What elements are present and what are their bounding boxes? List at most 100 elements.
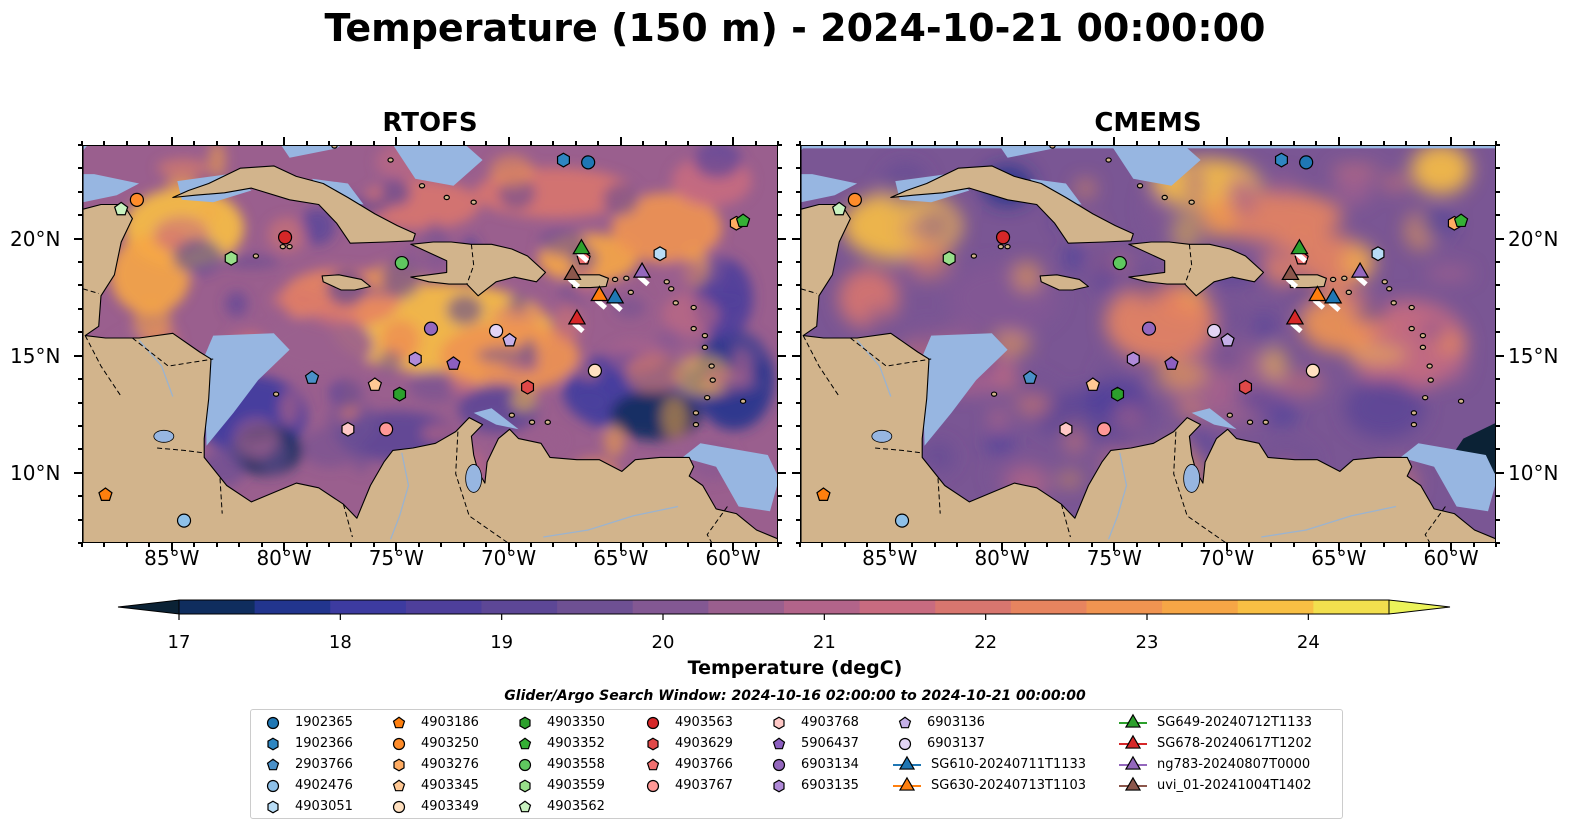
marker-4903629[interactable] [1239,379,1253,395]
marker-4903349[interactable] [587,363,602,378]
marker-4903629[interactable] [521,379,535,395]
marker-4902476[interactable] [176,513,192,528]
marker-4903350[interactable] [393,386,407,402]
marker-4903352[interactable] [1453,213,1469,228]
marker-1902366[interactable] [556,152,570,168]
marker-4903563[interactable] [277,230,293,245]
legend-item-4903186[interactable]: 4903186 [385,712,479,732]
legend-item-6903135[interactable]: 6903135 [765,775,859,795]
legend-item-ng783-20240807T0000[interactable]: ng783-20240807T0000 [1117,754,1310,774]
lon-tick-top [597,141,600,145]
legend-item-4903276[interactable]: 4903276 [385,754,479,774]
marker-5906437[interactable] [1164,356,1179,370]
marker-4903559[interactable] [224,250,238,266]
map-panel-rtofs[interactable] [82,145,778,543]
marker-SG630-20240713T1103[interactable] [1308,285,1327,302]
marker-6903134[interactable] [423,321,439,336]
marker-4903562[interactable] [831,201,847,216]
legend-item-4903352[interactable]: 4903352 [511,733,605,753]
legend-item-5906437[interactable]: 5906437 [765,733,859,753]
marker-4903768[interactable] [1059,421,1073,437]
marker-4903768[interactable] [341,421,355,437]
legend-item-4903345[interactable]: 4903345 [385,775,479,795]
marker-5906437[interactable] [446,356,461,370]
marker-ng783-20240807T0000[interactable] [632,261,652,278]
marker-ng783-20240807T0000[interactable] [1350,261,1370,278]
marker-4903349[interactable] [1305,363,1320,378]
marker-6903136[interactable] [1220,332,1235,347]
legend-item-4903562[interactable]: 4903562 [511,796,605,816]
marker-uvi_01-20241004T1402[interactable] [1281,264,1300,281]
marker-6903137[interactable] [1207,323,1222,339]
legend-item-4903051[interactable]: 4903051 [259,796,353,816]
lon-tick-bottom [1472,543,1475,547]
legend-item-4903629[interactable]: 4903629 [639,733,733,753]
legend-item-4902476[interactable]: 4902476 [259,775,353,795]
marker-4903563[interactable] [995,230,1011,245]
marker-4903767[interactable] [378,422,394,437]
marker-4903051[interactable] [1371,246,1385,262]
marker-4903250[interactable] [129,192,144,207]
legend-item-SG678-20240617T1202[interactable]: SG678-20240617T1202 [1117,733,1312,753]
legend-item-6903136[interactable]: 6903136 [891,712,985,732]
legend-item-4903349[interactable]: 4903349 [385,796,479,816]
marker-6903134[interactable] [1141,321,1157,336]
lat-tick-left [796,214,800,217]
legend-item-SG610-20240711T1133[interactable]: SG610-20240711T1133 [891,754,1086,774]
legend-label: 6903136 [927,714,985,730]
marker-1902365[interactable] [1299,155,1314,170]
legend-item-1902366[interactable]: 1902366 [259,733,353,753]
lat-tick-left [796,401,800,404]
marker-4903562[interactable] [113,201,129,216]
marker-uvi_01-20241004T1402[interactable] [563,264,582,281]
legend-item-4903559[interactable]: 4903559 [511,775,605,795]
legend-item-4903766[interactable]: 4903766 [639,754,733,774]
marker-SG678-20240617T1202[interactable] [1285,308,1305,325]
marker-4903345[interactable] [367,377,383,391]
marker-2903766[interactable] [1022,370,1038,384]
marker-4903186[interactable] [816,487,831,501]
legend-item-4903558[interactable]: 4903558 [511,754,605,774]
map-panel-cmems[interactable] [800,145,1496,543]
marker-1902365[interactable] [581,155,596,170]
legend-item-uvi_01-20241004T1402[interactable]: uvi_01-20241004T1402 [1117,775,1311,795]
legend-item-4903350[interactable]: 4903350 [511,712,605,732]
legend-item-SG630-20240713T1103[interactable]: SG630-20240713T1103 [891,775,1086,795]
marker-4903345[interactable] [1085,377,1101,391]
legend-item-SG649-20240712T1133[interactable]: SG649-20240712T1133 [1117,712,1312,732]
marker-1902366[interactable] [1274,152,1288,168]
marker-SG678-20240617T1202[interactable] [567,308,587,325]
legend-item-2903766[interactable]: 2903766 [259,754,353,774]
marker-4903186[interactable] [98,487,113,501]
marker-4902476[interactable] [894,513,910,528]
marker-6903135[interactable] [408,351,422,367]
marker-4903352[interactable] [735,213,751,228]
legend-item-6903134[interactable]: 6903134 [765,754,859,774]
marker-4903558[interactable] [394,255,409,271]
marker-6903135[interactable] [1126,351,1140,367]
marker-SG649-20240712T1133[interactable] [572,238,591,255]
marker-SG610-20240711T1133[interactable] [1323,287,1343,304]
marker-4903250[interactable] [847,192,862,207]
legend-item-4903250[interactable]: 4903250 [385,733,479,753]
marker-4903350[interactable] [1111,386,1125,402]
marker-4903559[interactable] [942,250,956,266]
legend-item-4903767[interactable]: 4903767 [639,775,733,795]
marker-4903767[interactable] [1096,422,1112,437]
legend-item-4903563[interactable]: 4903563 [639,712,733,732]
legend-item-6903137[interactable]: 6903137 [891,733,985,753]
marker-SG649-20240712T1133[interactable] [1290,238,1309,255]
marker-2903766[interactable] [304,370,320,384]
legend-marker-icon [772,737,786,750]
lon-tick-top [462,141,465,145]
marker-SG610-20240711T1133[interactable] [605,287,625,304]
marker-4903051[interactable] [653,246,667,262]
marker-SG630-20240713T1103[interactable] [590,285,609,302]
marker-6903136[interactable] [502,332,517,347]
marker-4903558[interactable] [1112,255,1127,271]
lat-tick-left [78,307,82,310]
marker-6903137[interactable] [489,323,504,339]
legend-item-4903768[interactable]: 4903768 [765,712,859,732]
lat-tick-right [778,471,786,474]
legend-item-1902365[interactable]: 1902365 [259,712,353,732]
